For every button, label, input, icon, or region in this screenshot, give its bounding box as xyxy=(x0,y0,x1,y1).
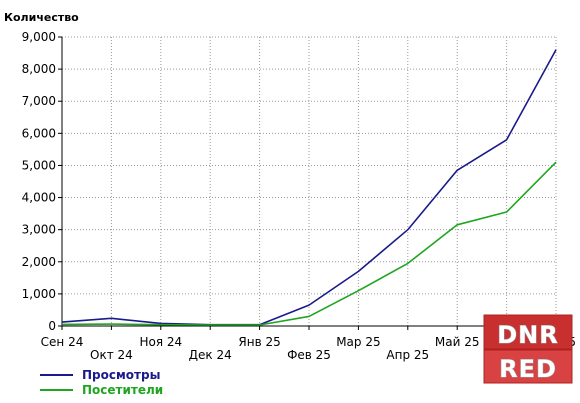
watermark-logo: DNR RED xyxy=(483,314,573,384)
x-tick-label: Апр 25 xyxy=(386,348,429,362)
x-tick-label: Окт 24 xyxy=(90,348,133,362)
watermark-line1: DNR xyxy=(497,321,559,349)
y-tick-label: 4,000 xyxy=(22,191,56,205)
y-tick-label: 6,000 xyxy=(22,126,56,140)
y-tick-label: 1,000 xyxy=(22,287,56,301)
y-tick-label: 5,000 xyxy=(22,158,56,172)
x-tick-label: Май 25 xyxy=(435,335,480,349)
y-tick-label: 3,000 xyxy=(22,223,56,237)
x-tick-label: Ноя 24 xyxy=(139,335,182,349)
y-tick-label: 0 xyxy=(48,319,56,333)
x-tick-label: Янв 25 xyxy=(238,335,280,349)
y-tick-label: 9,000 xyxy=(22,30,56,44)
series-line-posetiteli xyxy=(61,161,557,326)
y-tick-label: 2,000 xyxy=(22,255,56,269)
grid xyxy=(62,36,557,326)
series-line-prosmotry xyxy=(61,49,557,326)
watermark-line2: RED xyxy=(499,355,557,383)
legend-label: Посетители xyxy=(82,383,163,397)
y-tick-label: 7,000 xyxy=(22,94,56,108)
x-tick-label: Дек 24 xyxy=(189,348,232,362)
x-tick-label: Мар 25 xyxy=(336,335,380,349)
x-tick-label: Сен 24 xyxy=(41,335,84,349)
y-axis-title: Количество xyxy=(4,11,79,24)
series-lines xyxy=(61,49,557,326)
watermark-red-block xyxy=(483,314,573,350)
y-tick-label: 8,000 xyxy=(22,62,56,76)
x-tick-label: Фев 25 xyxy=(287,348,331,362)
watermark-red-block-2 xyxy=(483,349,573,384)
legend-label: Просмотры xyxy=(82,368,160,382)
